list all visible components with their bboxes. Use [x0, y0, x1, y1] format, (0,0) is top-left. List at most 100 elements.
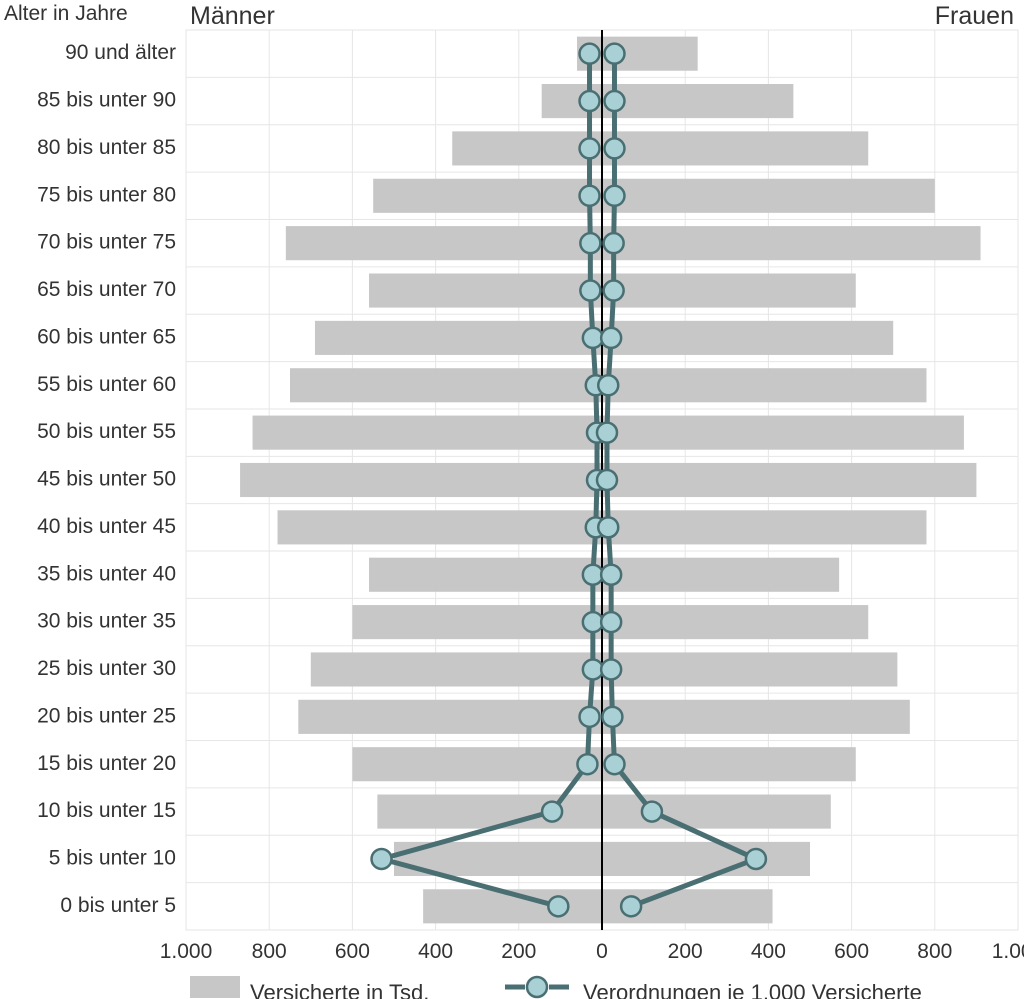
marker [580, 707, 600, 727]
legend-line-label: Verordnungen je 1.000 Versicherte [583, 980, 922, 999]
marker [601, 328, 621, 348]
bar-female [602, 84, 793, 118]
x-tick-label: 400 [751, 940, 786, 963]
x-tick-label: 0 [596, 940, 608, 963]
age-group-label: 55 bis unter 60 [37, 373, 176, 396]
marker [642, 802, 662, 822]
age-group-label: 25 bis unter 30 [37, 657, 176, 680]
marker [602, 707, 622, 727]
age-group-label: 60 bis unter 65 [37, 325, 176, 348]
bar-male [253, 416, 602, 450]
age-group-label: 70 bis unter 75 [37, 231, 176, 254]
age-group-label: 20 bis unter 25 [37, 704, 176, 727]
bar-female [602, 700, 910, 734]
bar-female [602, 842, 810, 876]
bar-male [298, 700, 602, 734]
bar-male [373, 179, 602, 213]
age-group-label: 50 bis unter 55 [37, 420, 176, 443]
right-title: Frauen [935, 2, 1014, 30]
bar-female [602, 510, 926, 544]
marker [598, 517, 618, 537]
bar-female [602, 558, 839, 592]
age-group-label: 10 bis unter 15 [37, 799, 176, 822]
age-group-label: 75 bis unter 80 [37, 183, 176, 206]
x-tick-label: 200 [668, 940, 703, 963]
marker [583, 565, 603, 585]
marker [601, 659, 621, 679]
marker [597, 470, 617, 490]
marker [746, 849, 766, 869]
x-tick-label: 400 [418, 940, 453, 963]
bar-male [369, 558, 602, 592]
bar-male [352, 605, 602, 639]
population-pyramid-chart: 90 und älter 85 bis unter 90 80 bis unter … [0, 0, 1024, 999]
bar-male [278, 510, 602, 544]
marker [604, 281, 624, 301]
marker [583, 659, 603, 679]
marker [604, 91, 624, 111]
bar-female [602, 273, 856, 307]
bar-female [602, 747, 856, 781]
bar-female [602, 179, 935, 213]
marker [601, 612, 621, 632]
bar-male [290, 368, 602, 402]
marker [372, 849, 392, 869]
marker [548, 896, 568, 916]
bar-female [602, 131, 868, 165]
legend-marker [527, 977, 547, 997]
bar-female [602, 652, 897, 686]
age-group-label: 0 bis unter 5 [60, 894, 176, 917]
x-tick-label: 1.000 [160, 940, 213, 963]
marker [583, 328, 603, 348]
marker [604, 138, 624, 158]
bar-male [315, 321, 602, 355]
marker [604, 44, 624, 64]
marker [580, 138, 600, 158]
marker [580, 281, 600, 301]
marker [580, 186, 600, 206]
chart-svg: 90 und älter 85 bis unter 90 80 bis unter … [0, 0, 1024, 999]
age-group-label: 30 bis unter 35 [37, 610, 176, 633]
marker [580, 233, 600, 253]
x-tick-label: 600 [834, 940, 869, 963]
age-group-label: 15 bis unter 20 [37, 752, 176, 775]
marker [601, 565, 621, 585]
marker [577, 754, 597, 774]
bar-male [369, 273, 602, 307]
marker [583, 612, 603, 632]
age-group-label: 65 bis unter 70 [37, 278, 176, 301]
bar-female [602, 605, 868, 639]
age-group-label: 45 bis unter 50 [37, 468, 176, 491]
marker [580, 91, 600, 111]
bar-male [311, 652, 602, 686]
bar-female [602, 416, 964, 450]
axis-title: Alter in Jahre [4, 2, 128, 25]
age-group-label: 85 bis unter 90 [37, 89, 176, 112]
marker [542, 802, 562, 822]
marker [621, 896, 641, 916]
bar-male [240, 463, 602, 497]
bar-female [602, 321, 893, 355]
bar-female [602, 226, 981, 260]
x-tick-label: 600 [335, 940, 370, 963]
age-group-label: 90 und älter [65, 41, 176, 64]
bar-female [602, 463, 976, 497]
marker [604, 754, 624, 774]
legend-swatch-bars [190, 976, 240, 998]
marker [597, 423, 617, 443]
marker [598, 375, 618, 395]
bar-male [286, 226, 602, 260]
marker [580, 44, 600, 64]
bar-male [352, 747, 602, 781]
bar-male [377, 795, 602, 829]
age-group-label: 5 bis unter 10 [49, 846, 176, 869]
age-group-label: 40 bis unter 45 [37, 515, 176, 538]
legend-bars-label: Versicherte in Tsd. [250, 980, 429, 999]
bar-female [602, 368, 926, 402]
age-group-label: 35 bis unter 40 [37, 562, 176, 585]
x-tick-label: 1.000 [992, 940, 1024, 963]
age-group-label: 80 bis unter 85 [37, 136, 176, 159]
x-tick-label: 800 [917, 940, 952, 963]
bar-female [602, 795, 831, 829]
left-title: Männer [190, 2, 275, 30]
